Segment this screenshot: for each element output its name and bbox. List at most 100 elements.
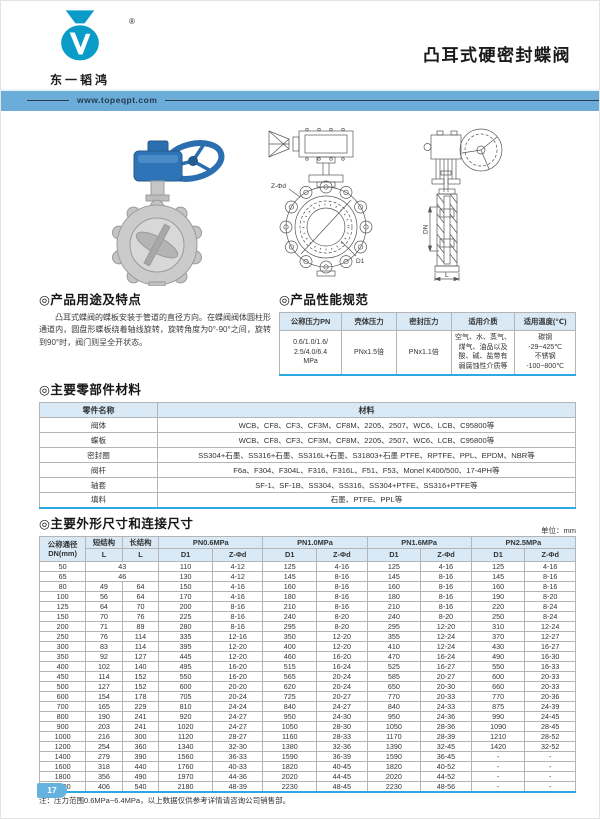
table-cell: 990 <box>470 710 526 722</box>
table-cell: 16-27 <box>420 660 472 672</box>
table-cell: 470 <box>366 650 422 662</box>
table-cell: 300 <box>121 730 160 742</box>
website-url: www.topeqpt.com <box>77 95 158 106</box>
table-cell: 241 <box>121 720 160 732</box>
table-row: 1400 279 390 1560 36-33 1590 36-39 1590 36-45- - <box>38 750 576 762</box>
table-cell: 28-33 <box>316 730 368 742</box>
table-cell: 1970 <box>158 770 213 782</box>
table-row: 80 49 64 150 4-16 160 8-16 160 8-16 160 8-16 <box>38 580 576 592</box>
table-cell: 92 <box>85 650 123 662</box>
table-cell: 150 <box>158 580 213 592</box>
table-cell: 89 <box>121 620 160 632</box>
table-cell: 1400 <box>38 750 87 762</box>
table-cell: 240 <box>262 610 318 622</box>
table-cell: 阀体 <box>39 417 158 433</box>
table-cell: 127 <box>85 680 123 692</box>
table-cell: 540 <box>121 780 160 792</box>
table-cell: 950 <box>366 710 422 722</box>
table-cell: 190 <box>470 590 526 602</box>
table-cell: 石墨、PTFE、PPL等 <box>156 492 577 508</box>
table-cell: 16-27 <box>524 640 576 652</box>
table-cell: 600 <box>38 690 87 702</box>
section-materials: ◎主要零部件材料 零件名称 材料 阀体 WCB、CF8、CF3、CF3M、CF8M、… <box>39 379 577 509</box>
table-cell: 44-52 <box>420 770 472 782</box>
table-cell: 20-27 <box>420 670 472 682</box>
table-row: 250 76 114 335 12-16 350 12-20 355 12-24 370 12-27 <box>38 630 576 642</box>
table-cell: 71 <box>85 620 123 632</box>
table-cell: - <box>470 770 526 782</box>
col-d1: D1 <box>470 548 526 562</box>
table-cell: 32-45 <box>420 740 472 752</box>
table-cell: 密封圈 <box>39 447 158 463</box>
table-cell: 145 <box>262 570 318 582</box>
dimensions-heading-row: ◎主要外形尺寸和连接尺寸 单位：mm <box>39 513 576 536</box>
table-cell: 8-16 <box>420 570 472 582</box>
dimensions-title: ◎主要外形尺寸和连接尺寸 <box>39 517 194 531</box>
table-cell: 114 <box>85 670 123 682</box>
table-cell: 200 <box>38 620 87 632</box>
table-cell: 12-20 <box>211 650 264 662</box>
table-row: 密封圈 SS304+石墨、SS316+石墨、SS316L+石墨、S31803+石墨… <box>39 447 577 463</box>
table-cell: - <box>470 750 526 762</box>
valve-photo <box>112 140 225 286</box>
table-row: 蝶板 WCB、CF8、CF3、CF3M、CF8M、2205、2507、WC6、LC… <box>39 432 577 448</box>
table-cell: 770 <box>470 690 526 702</box>
banner-rule-right <box>165 99 599 101</box>
table-cell: 254 <box>85 740 123 752</box>
table-cell: 445 <box>158 650 213 662</box>
col-d1: D1 <box>158 548 213 562</box>
table-cell: 壳体压力 <box>341 312 397 331</box>
table-cell: 1590 <box>262 750 318 762</box>
table-cell: 1820 <box>262 760 318 772</box>
side-actuator <box>423 130 462 160</box>
table-cell: 130 <box>158 570 213 582</box>
table-cell: 40-33 <box>211 760 264 772</box>
table-cell: 28-30 <box>316 720 368 732</box>
table-cell: 40-45 <box>316 760 368 772</box>
table-cell: 8-16 <box>316 570 368 582</box>
table-cell: 8-16 <box>524 580 576 592</box>
table-cell: 16-20 <box>211 660 264 672</box>
table-cell: - <box>524 770 576 782</box>
table-row: 450 114 152 550 16-20 565 20-24 585 20-27 600 20-3… <box>38 670 576 682</box>
table-row: 300 83 114 395 12-20 400 12-20 410 12-24 430 16-27 <box>38 640 576 652</box>
table-row: 65 46 130 4-12 145 8-16 145 8-16 145 8-16 <box>38 570 576 582</box>
table-cell: - <box>524 750 576 762</box>
col-z: Z-Φd <box>316 548 368 562</box>
table-cell: 620 <box>262 680 318 692</box>
col-z: Z-Φd <box>524 548 576 562</box>
table-cell: WCB、CF8、CF3、CF3M、CF8M、2205、2507、WC6、LCB、… <box>156 417 577 433</box>
table-cell: 24-30 <box>316 710 368 722</box>
table-row: 填料 石墨、PTFE、PPL等 <box>39 492 577 508</box>
table-cell: 250 <box>38 630 87 642</box>
l-label: L <box>445 272 449 279</box>
table-cell: 44-36 <box>211 770 264 782</box>
table-cell: 1050 <box>366 720 422 732</box>
table-cell: 46 <box>85 570 160 582</box>
info-columns: ◎产品用途及特点 凸耳式蝶阀的蝶板安装于管道的直径方向。在蝶阀阀体圆柱形通道内，… <box>39 289 576 377</box>
table-cell: 318 <box>85 760 123 772</box>
table-cell: 450 <box>38 670 87 682</box>
table-cell: 650 <box>366 680 422 692</box>
table-cell: 4-16 <box>524 560 576 572</box>
col-group-pn06: PN0.6MPa <box>158 535 264 550</box>
page-number-badge: 17 <box>37 783 67 798</box>
table-cell: 28-45 <box>524 720 576 732</box>
table-cell: 2230 <box>262 780 318 792</box>
table-cell: 12-20 <box>316 630 368 642</box>
table-cell: - <box>470 780 526 792</box>
table-cell: 279 <box>85 750 123 762</box>
table-cell: 1200 <box>38 740 87 752</box>
table-cell: 190 <box>85 710 123 722</box>
table-cell: 1340 <box>158 740 213 752</box>
table-cell: 80 <box>38 580 87 592</box>
product-drawings: Z-Φd D1 <box>1 113 599 287</box>
table-cell: 8-16 <box>420 580 472 592</box>
side-handwheel-icon <box>459 128 503 172</box>
table-cell: 102 <box>85 660 123 672</box>
table-row: 100 56 64 170 4-16 180 8-16 180 8-16 190 8-20 <box>38 590 576 602</box>
table-cell: 660 <box>470 680 526 692</box>
table-cell: 16-24 <box>420 650 472 662</box>
table-cell: 83 <box>85 640 123 652</box>
materials-table: 零件名称 材料 阀体 WCB、CF8、CF3、CF3M、CF8M、2205、2507… <box>39 402 577 509</box>
